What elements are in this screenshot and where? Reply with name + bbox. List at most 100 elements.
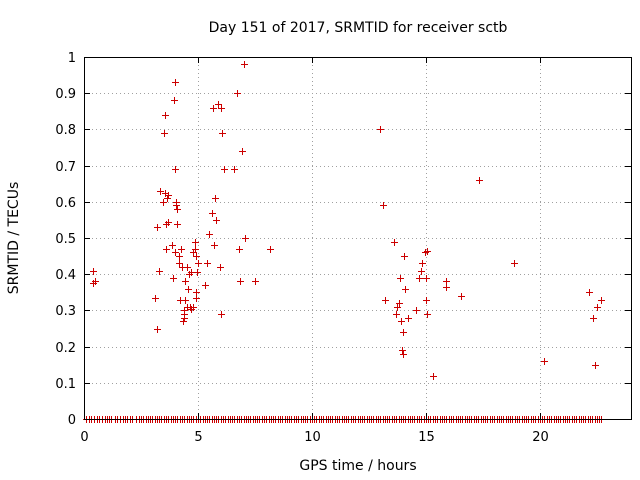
data-point	[221, 166, 228, 173]
data-point	[184, 264, 191, 271]
data-point	[219, 130, 226, 137]
data-point	[160, 199, 167, 206]
data-point	[541, 358, 548, 365]
data-point	[178, 246, 185, 253]
data-point	[400, 329, 407, 336]
data-point	[172, 79, 179, 86]
y-tick-label: 0.4	[55, 268, 76, 283]
data-point	[176, 260, 183, 267]
data-point	[423, 297, 430, 304]
data-point	[399, 347, 406, 354]
data-point	[193, 253, 200, 260]
data-point	[511, 260, 518, 267]
x-axis-label: GPS time / hours	[299, 458, 416, 474]
data-point	[217, 264, 224, 271]
data-points	[83, 61, 605, 423]
y-tick-label: 0.9	[55, 87, 76, 102]
data-point	[405, 315, 412, 322]
data-point	[590, 315, 597, 322]
data-point	[156, 268, 163, 275]
data-point	[188, 269, 195, 276]
grid-lines	[84, 57, 631, 419]
data-point	[400, 351, 407, 358]
data-point	[234, 90, 241, 97]
data-point	[180, 318, 187, 325]
data-point	[192, 246, 199, 253]
data-point	[202, 282, 209, 289]
y-tick-label: 0.1	[55, 377, 76, 392]
data-point	[212, 195, 219, 202]
data-point	[458, 293, 465, 300]
data-point	[598, 297, 605, 304]
data-point	[443, 284, 450, 291]
data-point	[443, 278, 450, 285]
data-point	[176, 253, 183, 260]
data-point	[192, 239, 199, 246]
data-point	[380, 202, 387, 209]
y-axis-label: SRMTID / TECUs	[6, 182, 22, 295]
data-point	[204, 260, 211, 267]
data-point	[239, 148, 246, 155]
data-point	[174, 206, 181, 213]
data-point	[397, 275, 404, 282]
y-tick-label: 0.6	[55, 196, 76, 211]
data-point	[377, 126, 384, 133]
data-point	[416, 275, 423, 282]
data-point	[161, 130, 168, 137]
y-tick-label: 1	[68, 51, 76, 66]
data-point	[152, 295, 159, 302]
data-point	[171, 97, 178, 104]
data-point	[215, 101, 222, 108]
data-point	[172, 249, 179, 256]
data-point	[396, 300, 403, 307]
data-point	[267, 246, 274, 253]
data-point	[430, 373, 437, 380]
data-point	[163, 246, 170, 253]
data-point	[398, 318, 405, 325]
data-point	[209, 210, 216, 217]
x-tick-label: 10	[304, 430, 321, 445]
data-point	[174, 221, 181, 228]
data-point	[242, 235, 249, 242]
data-point	[211, 242, 218, 249]
data-point	[170, 275, 177, 282]
y-tick-label: 0.7	[55, 160, 76, 175]
x-tick-label: 20	[532, 430, 549, 445]
data-point	[418, 268, 425, 275]
data-point	[424, 311, 431, 318]
data-point	[231, 166, 238, 173]
data-point	[401, 253, 408, 260]
data-point	[172, 166, 179, 173]
data-point	[382, 297, 389, 304]
data-point	[195, 260, 202, 267]
y-tick-label: 0.2	[55, 341, 76, 356]
data-point	[193, 295, 200, 302]
y-tick-label: 0	[68, 413, 76, 428]
plot-border	[84, 57, 632, 420]
y-tick-label: 0.8	[55, 123, 76, 138]
data-point	[185, 286, 192, 293]
data-point	[182, 297, 189, 304]
data-point	[181, 315, 188, 322]
data-point	[165, 192, 172, 199]
data-point	[394, 304, 401, 311]
data-point	[393, 311, 400, 318]
data-point	[586, 289, 593, 296]
x-tick-label: 15	[418, 430, 435, 445]
data-point	[169, 242, 176, 249]
data-point	[90, 268, 97, 275]
data-point	[241, 61, 248, 68]
data-point	[237, 278, 244, 285]
y-tick-label: 0.3	[55, 304, 76, 319]
data-point	[181, 307, 188, 314]
data-point	[157, 188, 164, 195]
data-point	[154, 326, 161, 333]
x-tick-label: 0	[80, 430, 88, 445]
data-point	[206, 231, 213, 238]
data-point	[190, 304, 197, 311]
data-point	[476, 177, 483, 184]
data-point	[419, 260, 426, 267]
data-point	[423, 275, 430, 282]
data-point	[213, 217, 220, 224]
